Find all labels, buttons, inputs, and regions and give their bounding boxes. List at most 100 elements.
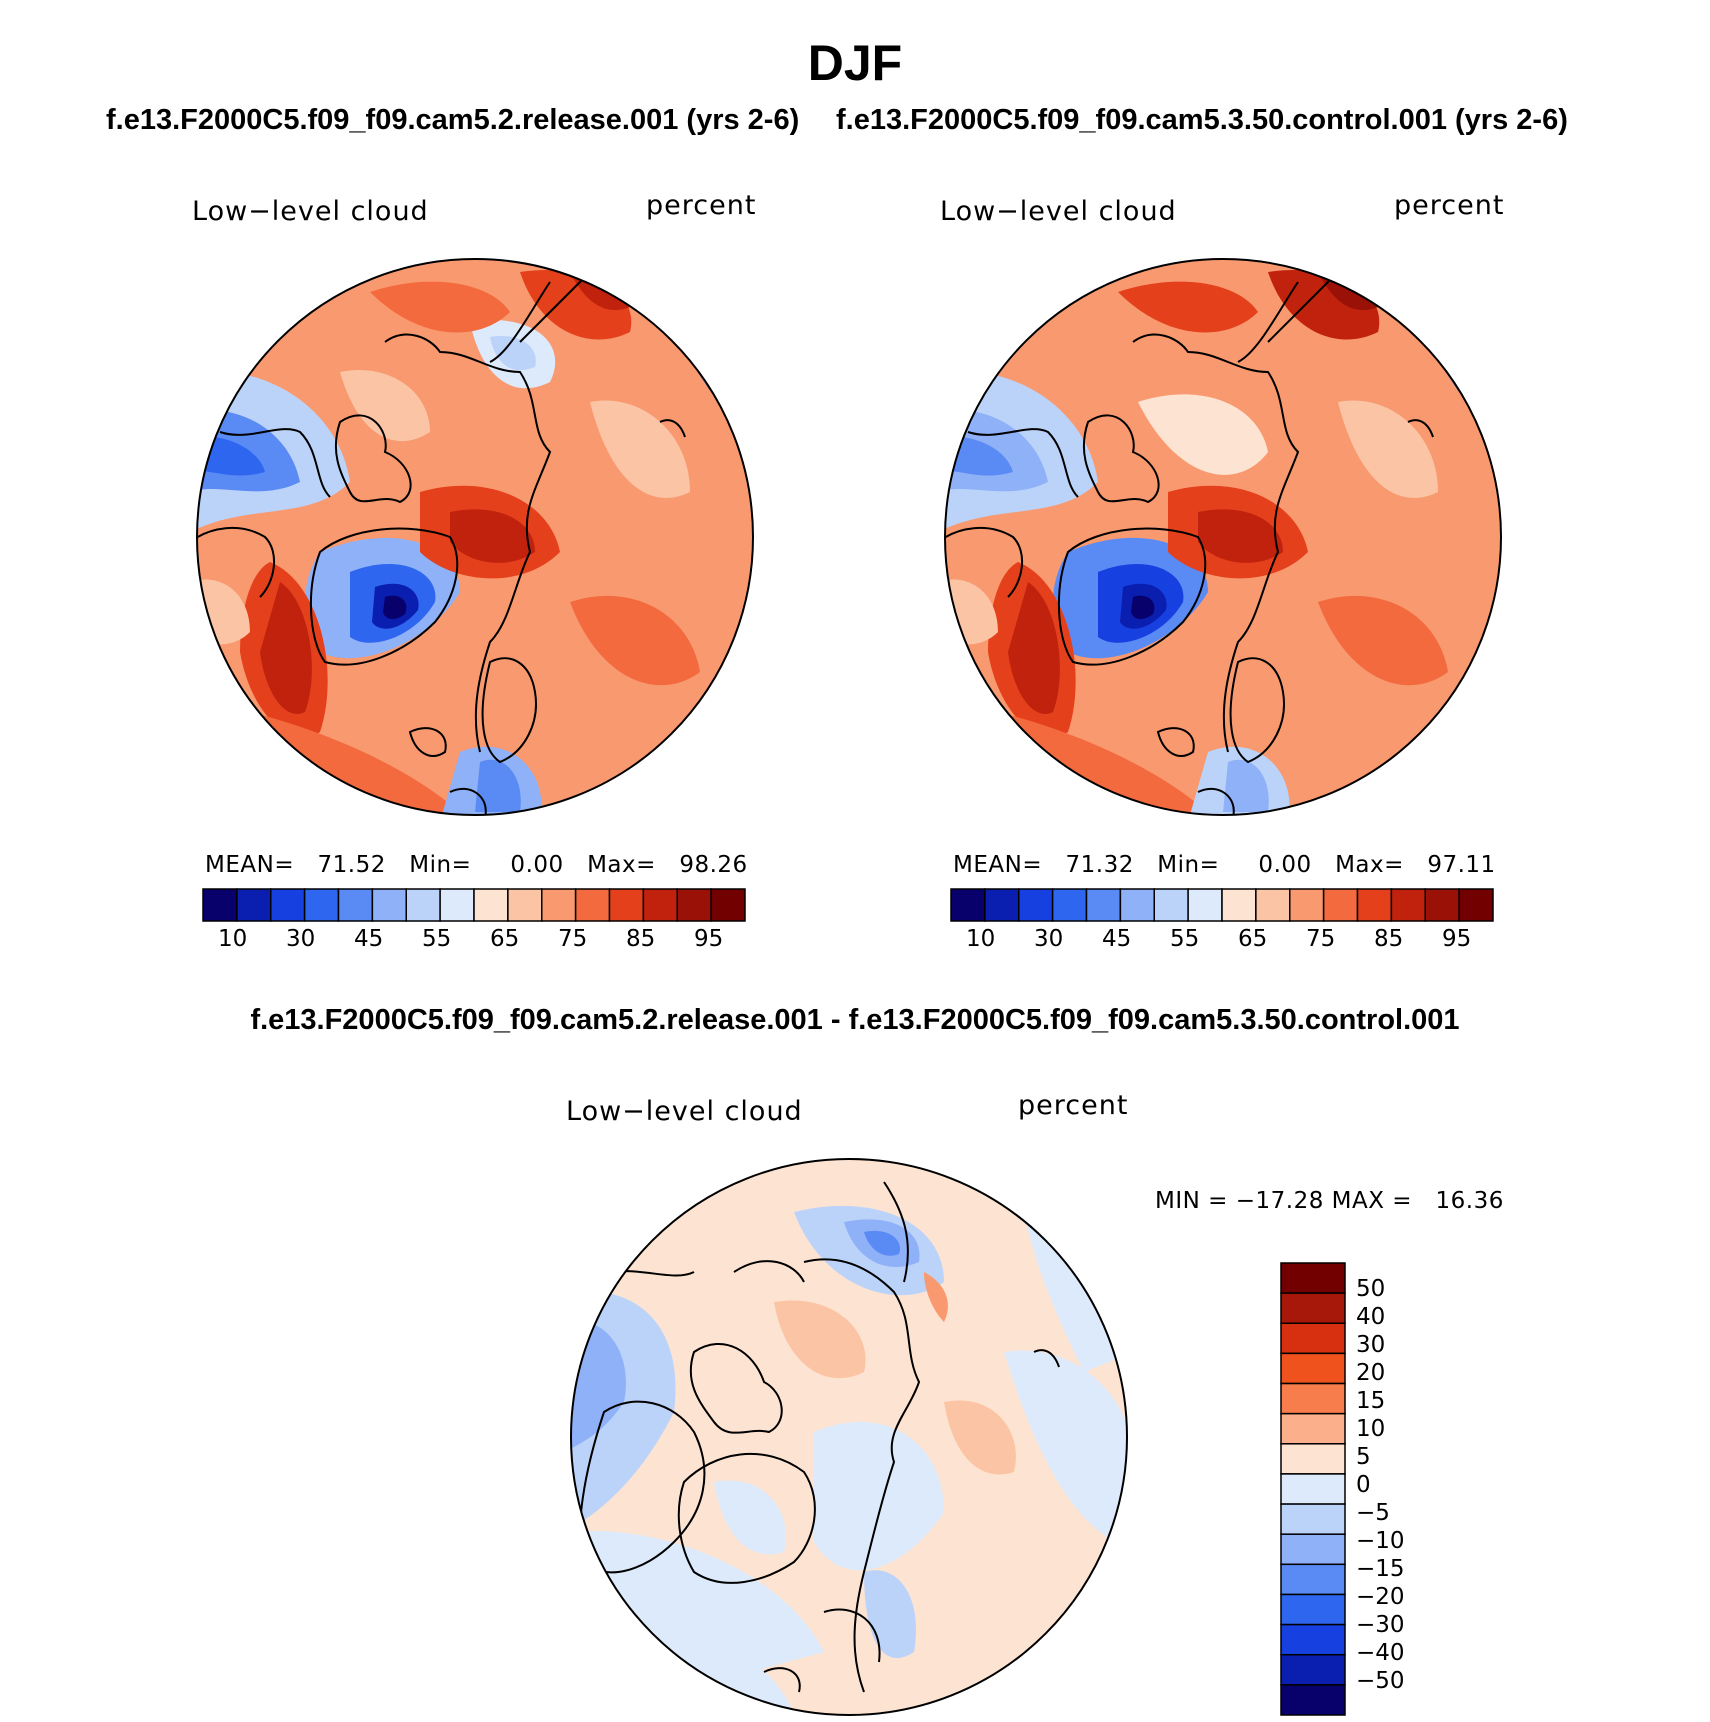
colorbar-swatch bbox=[1289, 888, 1325, 922]
colorbar-tick: 65 bbox=[490, 926, 520, 952]
diff-units-label: percent bbox=[1018, 1090, 1129, 1121]
colorbar-panel2-ticks: 10 30 45 55 65 75 85 95 bbox=[950, 926, 1494, 956]
colorbar-swatch bbox=[1018, 888, 1054, 922]
colorbar-tick: 85 bbox=[1374, 926, 1404, 952]
colorbar-tick: 75 bbox=[558, 926, 588, 952]
colorbar-swatch bbox=[1280, 1503, 1346, 1535]
colorbar-tick: 30 bbox=[286, 926, 316, 952]
colorbar-tick: 5 bbox=[1356, 1444, 1371, 1470]
colorbar-swatch bbox=[541, 888, 577, 922]
colorbar-swatch bbox=[1119, 888, 1155, 922]
colorbar-tick: 45 bbox=[1102, 926, 1132, 952]
panel2-stats: MEAN= 71.32 Min= 0.00 Max= 97.11 bbox=[953, 852, 1496, 878]
colorbar-tick: 0 bbox=[1356, 1472, 1371, 1498]
colorbar-tick: 40 bbox=[1356, 1304, 1386, 1330]
map-diff bbox=[570, 1158, 1128, 1716]
colorbar-tick: 45 bbox=[354, 926, 384, 952]
colorbar-tick: −30 bbox=[1356, 1612, 1405, 1638]
colorbar-diff-ticks: 50 40 30 20 15 10 5 0 −5 −10 −15 −20 −30… bbox=[1356, 1262, 1476, 1716]
diff-variable-label: Low−level cloud bbox=[566, 1096, 803, 1127]
colorbar-swatch bbox=[676, 888, 712, 922]
colorbar-swatch bbox=[710, 888, 746, 922]
colorbar-swatch bbox=[1280, 1322, 1346, 1355]
colorbar-swatch bbox=[303, 888, 340, 922]
colorbar-swatch bbox=[1085, 888, 1122, 922]
colorbar-swatch bbox=[337, 888, 374, 922]
colorbar-tick: 30 bbox=[1356, 1332, 1386, 1358]
colorbar-panel2 bbox=[950, 888, 1494, 922]
colorbar-swatch bbox=[1280, 1262, 1346, 1294]
panel1-stats: MEAN= 71.52 Min= 0.00 Max= 98.26 bbox=[205, 852, 748, 878]
colorbar-tick: 95 bbox=[1442, 926, 1472, 952]
colorbar-swatch bbox=[642, 888, 678, 922]
season-title: DJF bbox=[807, 35, 903, 91]
colorbar-swatch bbox=[950, 888, 986, 922]
colorbar-tick: 10 bbox=[966, 926, 996, 952]
map-panel2 bbox=[944, 258, 1502, 816]
colorbar-swatch bbox=[202, 888, 238, 922]
colorbar-swatch bbox=[1280, 1684, 1346, 1716]
diff-title: f.e13.F2000C5.f09_f09.cam5.2.release.001… bbox=[250, 1004, 1460, 1036]
colorbar-swatch bbox=[1221, 888, 1257, 922]
colorbar-tick: 65 bbox=[1238, 926, 1268, 952]
colorbar-swatch bbox=[270, 888, 306, 922]
diff-stats: MIN = −17.28 MAX = 16.36 bbox=[1155, 1188, 1504, 1214]
colorbar-panel1-ticks: 10 30 45 55 65 75 85 95 bbox=[202, 926, 746, 956]
panel2-units-label: percent bbox=[1394, 190, 1505, 221]
panel2-variable-label: Low−level cloud bbox=[940, 196, 1177, 227]
colorbar-swatch bbox=[984, 888, 1020, 922]
colorbar-tick: 95 bbox=[694, 926, 724, 952]
colorbar-swatch bbox=[1280, 1623, 1346, 1656]
panel1-variable-label: Low−level cloud bbox=[192, 196, 429, 227]
colorbar-tick: 75 bbox=[1306, 926, 1336, 952]
colorbar-tick: −40 bbox=[1356, 1640, 1405, 1666]
colorbar-swatch bbox=[1051, 888, 1088, 922]
colorbar-tick: 30 bbox=[1034, 926, 1064, 952]
colorbar-swatch bbox=[608, 888, 645, 922]
colorbar-panel1 bbox=[202, 888, 746, 922]
colorbar-tick: 15 bbox=[1356, 1388, 1386, 1414]
colorbar-swatch bbox=[1280, 1563, 1346, 1596]
colorbar-tick: 85 bbox=[626, 926, 656, 952]
colorbar-swatch bbox=[1458, 888, 1494, 922]
colorbar-tick: 10 bbox=[218, 926, 248, 952]
colorbar-swatch bbox=[1280, 1412, 1346, 1445]
colorbar-swatch bbox=[1390, 888, 1426, 922]
colorbar-swatch bbox=[1280, 1473, 1346, 1505]
colorbar-swatch bbox=[507, 888, 543, 922]
colorbar-tick: 50 bbox=[1356, 1276, 1386, 1302]
colorbar-swatch bbox=[1280, 1292, 1346, 1325]
colorbar-swatch bbox=[1187, 888, 1223, 922]
case2-title: f.e13.F2000C5.f09_f09.cam5.3.50.control.… bbox=[836, 104, 1568, 136]
colorbar-swatch bbox=[1356, 888, 1393, 922]
colorbar-diff bbox=[1280, 1262, 1346, 1716]
colorbar-swatch bbox=[1280, 1593, 1346, 1626]
colorbar-tick: −50 bbox=[1356, 1668, 1405, 1694]
colorbar-swatch bbox=[405, 888, 441, 922]
colorbar-swatch bbox=[1322, 888, 1359, 922]
colorbar-swatch bbox=[574, 888, 611, 922]
colorbar-swatch bbox=[236, 888, 272, 922]
colorbar-swatch bbox=[1280, 1443, 1346, 1475]
colorbar-swatch bbox=[1280, 1533, 1346, 1566]
colorbar-swatch bbox=[439, 888, 475, 922]
colorbar-swatch bbox=[1280, 1382, 1346, 1415]
map-panel1 bbox=[196, 258, 754, 816]
colorbar-tick: −5 bbox=[1356, 1500, 1390, 1526]
colorbar-swatch bbox=[1153, 888, 1189, 922]
colorbar-swatch bbox=[1255, 888, 1291, 922]
colorbar-swatch bbox=[473, 888, 509, 922]
colorbar-tick: 20 bbox=[1356, 1360, 1386, 1386]
panel1-units-label: percent bbox=[646, 190, 757, 221]
colorbar-swatch bbox=[1280, 1653, 1346, 1686]
colorbar-tick: 55 bbox=[1170, 926, 1200, 952]
colorbar-tick: 55 bbox=[422, 926, 452, 952]
colorbar-swatch bbox=[1280, 1352, 1346, 1385]
colorbar-swatch bbox=[1424, 888, 1460, 922]
colorbar-swatch bbox=[371, 888, 407, 922]
colorbar-tick: −20 bbox=[1356, 1584, 1405, 1610]
colorbar-tick: −10 bbox=[1356, 1528, 1405, 1554]
colorbar-tick: −15 bbox=[1356, 1556, 1405, 1582]
colorbar-tick: 10 bbox=[1356, 1416, 1386, 1442]
case1-title: f.e13.F2000C5.f09_f09.cam5.2.release.001… bbox=[106, 104, 800, 136]
